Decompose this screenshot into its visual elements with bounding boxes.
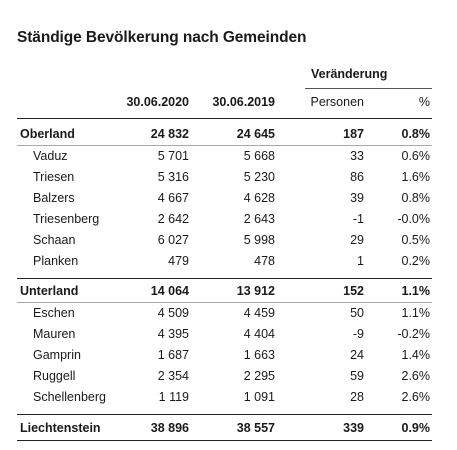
- cell-2020: 6 027: [157, 233, 189, 247]
- cell-2020: 1 687: [157, 348, 189, 362]
- header-col-2019: 30.06.2019: [212, 95, 275, 109]
- table-row: Schellenberg 1 119 1 091 28 2.6%: [0, 387, 457, 408]
- row-name: Triesenberg: [33, 212, 100, 226]
- cell-2020: 38 896: [150, 421, 189, 435]
- header-col-personen: Personen: [310, 95, 364, 109]
- cell-personen: 50: [350, 306, 364, 320]
- cell-personen: -9: [352, 327, 364, 341]
- table-row: Balzers 4 667 4 628 39 0.8%: [0, 188, 457, 209]
- total-row: Liechtenstein 38 896 38 557 339 0.9%: [0, 418, 457, 439]
- cell-percent: 0.6%: [401, 149, 431, 163]
- row-name: Liechtenstein: [20, 421, 101, 435]
- table-row: Mauren 4 395 4 404 -9 -0.2%: [0, 324, 457, 345]
- row-name: Mauren: [33, 327, 76, 341]
- cell-2020: 24 832: [150, 127, 189, 141]
- row-name: Ruggell: [33, 369, 76, 383]
- cell-2019: 2 643: [243, 212, 275, 226]
- cell-personen: 24: [350, 348, 364, 362]
- header-col-2020: 30.06.2020: [126, 95, 189, 109]
- cell-2020: 5 701: [157, 149, 189, 163]
- header-divider: [17, 118, 432, 119]
- cell-percent: 2.6%: [401, 369, 431, 383]
- cell-2020: 4 395: [157, 327, 189, 341]
- row-divider: [17, 302, 432, 303]
- cell-2020: 14 064: [150, 284, 189, 298]
- table-row: Eschen 4 509 4 459 50 1.1%: [0, 303, 457, 324]
- row-name: Schellenberg: [33, 390, 106, 404]
- table-row: Gamprin 1 687 1 663 24 1.4%: [0, 345, 457, 366]
- cell-2019: 4 459: [243, 306, 275, 320]
- row-name: Balzers: [33, 191, 75, 205]
- cell-2020: 2 642: [157, 212, 189, 226]
- table-row: Triesenberg 2 642 2 643 -1 -0.0%: [0, 209, 457, 230]
- cell-percent: 1.1%: [401, 284, 431, 298]
- cell-2019: 2 295: [243, 369, 275, 383]
- cell-2019: 478: [254, 254, 275, 268]
- row-divider: [17, 145, 432, 146]
- cell-percent: 0.9%: [401, 421, 431, 435]
- cell-2019: 5 998: [243, 233, 275, 247]
- cell-2019: 5 230: [243, 170, 275, 184]
- table-title: Ständige Bevölkerung nach Gemeinden: [17, 29, 307, 46]
- table-row: Unterland 14 064 13 912 152 1.1%: [0, 281, 457, 302]
- cell-percent: 0.8%: [401, 191, 431, 205]
- cell-percent: 1.1%: [401, 306, 431, 320]
- cell-personen: -1: [352, 212, 364, 226]
- header-col-percent: %: [418, 95, 430, 109]
- cell-personen: 1: [357, 254, 364, 268]
- row-name: Planken: [33, 254, 79, 268]
- total-divider: [17, 414, 432, 415]
- table-row: Ruggell 2 354 2 295 59 2.6%: [0, 366, 457, 387]
- cell-percent: 1.6%: [401, 170, 431, 184]
- cell-2020: 5 316: [157, 170, 189, 184]
- cell-personen: 339: [343, 421, 364, 435]
- header-row: 30.06.2020 30.06.2019 Personen %: [0, 92, 457, 113]
- row-name: Oberland: [20, 127, 75, 141]
- cell-2019: 4 404: [243, 327, 275, 341]
- table-row: Oberland 24 832 24 645 187 0.8%: [0, 124, 457, 145]
- row-name: Unterland: [20, 284, 79, 298]
- row-name: Schaan: [33, 233, 76, 247]
- row-name: Vaduz: [33, 149, 68, 163]
- cell-2020: 4 667: [157, 191, 189, 205]
- cell-2019: 1 663: [243, 348, 275, 362]
- cell-2019: 38 557: [236, 421, 275, 435]
- table-bottom-rule: [17, 440, 432, 441]
- row-name: Gamprin: [33, 348, 81, 362]
- cell-2019: 5 668: [243, 149, 275, 163]
- cell-personen: 152: [343, 284, 364, 298]
- cell-percent: 1.4%: [401, 348, 431, 362]
- table-row: Triesen 5 316 5 230 86 1.6%: [0, 167, 457, 188]
- row-name: Eschen: [33, 306, 75, 320]
- section-divider: [17, 278, 432, 279]
- cell-personen: 86: [350, 170, 364, 184]
- header-group-row: Veränderung: [0, 64, 457, 85]
- cell-2020: 2 354: [157, 369, 189, 383]
- table-row: Planken 479 478 1 0.2%: [0, 251, 457, 272]
- cell-personen: 39: [350, 191, 364, 205]
- cell-percent: 2.6%: [401, 390, 431, 404]
- cell-personen: 29: [350, 233, 364, 247]
- table-row: Vaduz 5 701 5 668 33 0.6%: [0, 146, 457, 167]
- cell-personen: 28: [350, 390, 364, 404]
- cell-2019: 13 912: [236, 284, 275, 298]
- cell-2019: 4 628: [243, 191, 275, 205]
- cell-percent: -0.0%: [397, 212, 430, 226]
- cell-personen: 59: [350, 369, 364, 383]
- cell-2019: 24 645: [236, 127, 275, 141]
- header-group-label: Veränderung: [311, 67, 388, 81]
- cell-personen: 33: [350, 149, 364, 163]
- cell-percent: 0.8%: [401, 127, 431, 141]
- cell-percent: 0.2%: [401, 254, 431, 268]
- cell-personen: 187: [343, 127, 364, 141]
- cell-2020: 1 119: [158, 390, 189, 404]
- cell-percent: -0.2%: [397, 327, 430, 341]
- cell-2019: 1 091: [243, 390, 275, 404]
- cell-2020: 4 509: [157, 306, 189, 320]
- row-name: Triesen: [33, 170, 75, 184]
- group-underline: [305, 88, 432, 89]
- table-row: Schaan 6 027 5 998 29 0.5%: [0, 230, 457, 251]
- cell-2020: 479: [168, 254, 189, 268]
- cell-percent: 0.5%: [401, 233, 431, 247]
